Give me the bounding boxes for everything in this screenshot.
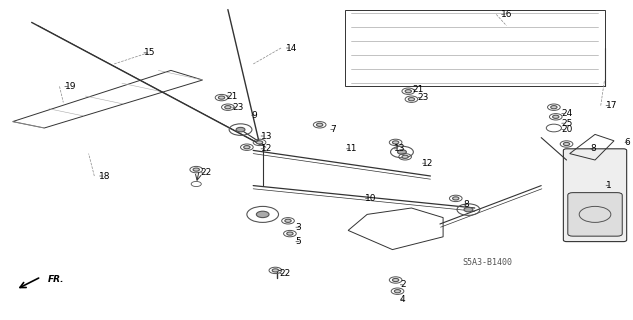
Circle shape [408,98,415,101]
Text: 12: 12 [261,144,272,153]
Circle shape [236,127,245,132]
Text: 13: 13 [261,132,272,140]
Circle shape [287,232,293,235]
Circle shape [256,141,263,144]
Text: 3: 3 [296,223,301,232]
Circle shape [464,207,473,212]
FancyBboxPatch shape [563,149,627,242]
Text: 22: 22 [201,168,212,177]
Circle shape [394,290,401,293]
FancyBboxPatch shape [568,193,622,236]
Text: 1: 1 [606,181,611,190]
Text: 24: 24 [561,109,573,118]
Circle shape [553,115,559,118]
Circle shape [402,155,408,158]
Circle shape [398,150,406,154]
Text: 7: 7 [330,125,336,134]
Circle shape [193,168,199,171]
Circle shape [272,269,279,272]
Circle shape [244,146,250,149]
Circle shape [563,142,570,146]
Text: 21: 21 [413,85,424,94]
Text: 20: 20 [561,125,573,134]
Circle shape [225,106,231,109]
Text: 14: 14 [286,44,298,52]
Text: FR.: FR. [47,276,64,284]
Text: 12: 12 [422,159,434,168]
Text: 4: 4 [400,295,406,304]
Text: 13: 13 [394,144,405,153]
Circle shape [551,106,557,109]
Circle shape [316,123,323,126]
Text: 8: 8 [463,200,469,209]
Circle shape [218,96,225,99]
Text: 19: 19 [65,82,76,91]
Text: 21: 21 [226,92,237,100]
Text: 2: 2 [400,280,406,289]
Text: 11: 11 [346,144,358,153]
Text: 5: 5 [296,237,301,246]
Text: 9: 9 [251,111,257,120]
Text: 23: 23 [232,103,244,112]
Text: 23: 23 [418,93,429,102]
Circle shape [405,90,411,93]
Text: 10: 10 [365,194,377,203]
Circle shape [453,197,459,200]
Text: 18: 18 [99,172,111,180]
Text: 25: 25 [561,119,573,128]
Text: 15: 15 [144,48,155,57]
Text: 6: 6 [625,138,630,147]
Text: 17: 17 [606,101,617,110]
Text: S5A3-B1400: S5A3-B1400 [462,258,512,267]
Circle shape [392,278,399,282]
Text: 22: 22 [280,269,291,278]
Circle shape [256,211,269,218]
Text: 8: 8 [590,144,596,153]
FancyBboxPatch shape [345,10,605,86]
Circle shape [392,141,399,144]
Text: 16: 16 [501,10,513,19]
Circle shape [285,219,291,222]
